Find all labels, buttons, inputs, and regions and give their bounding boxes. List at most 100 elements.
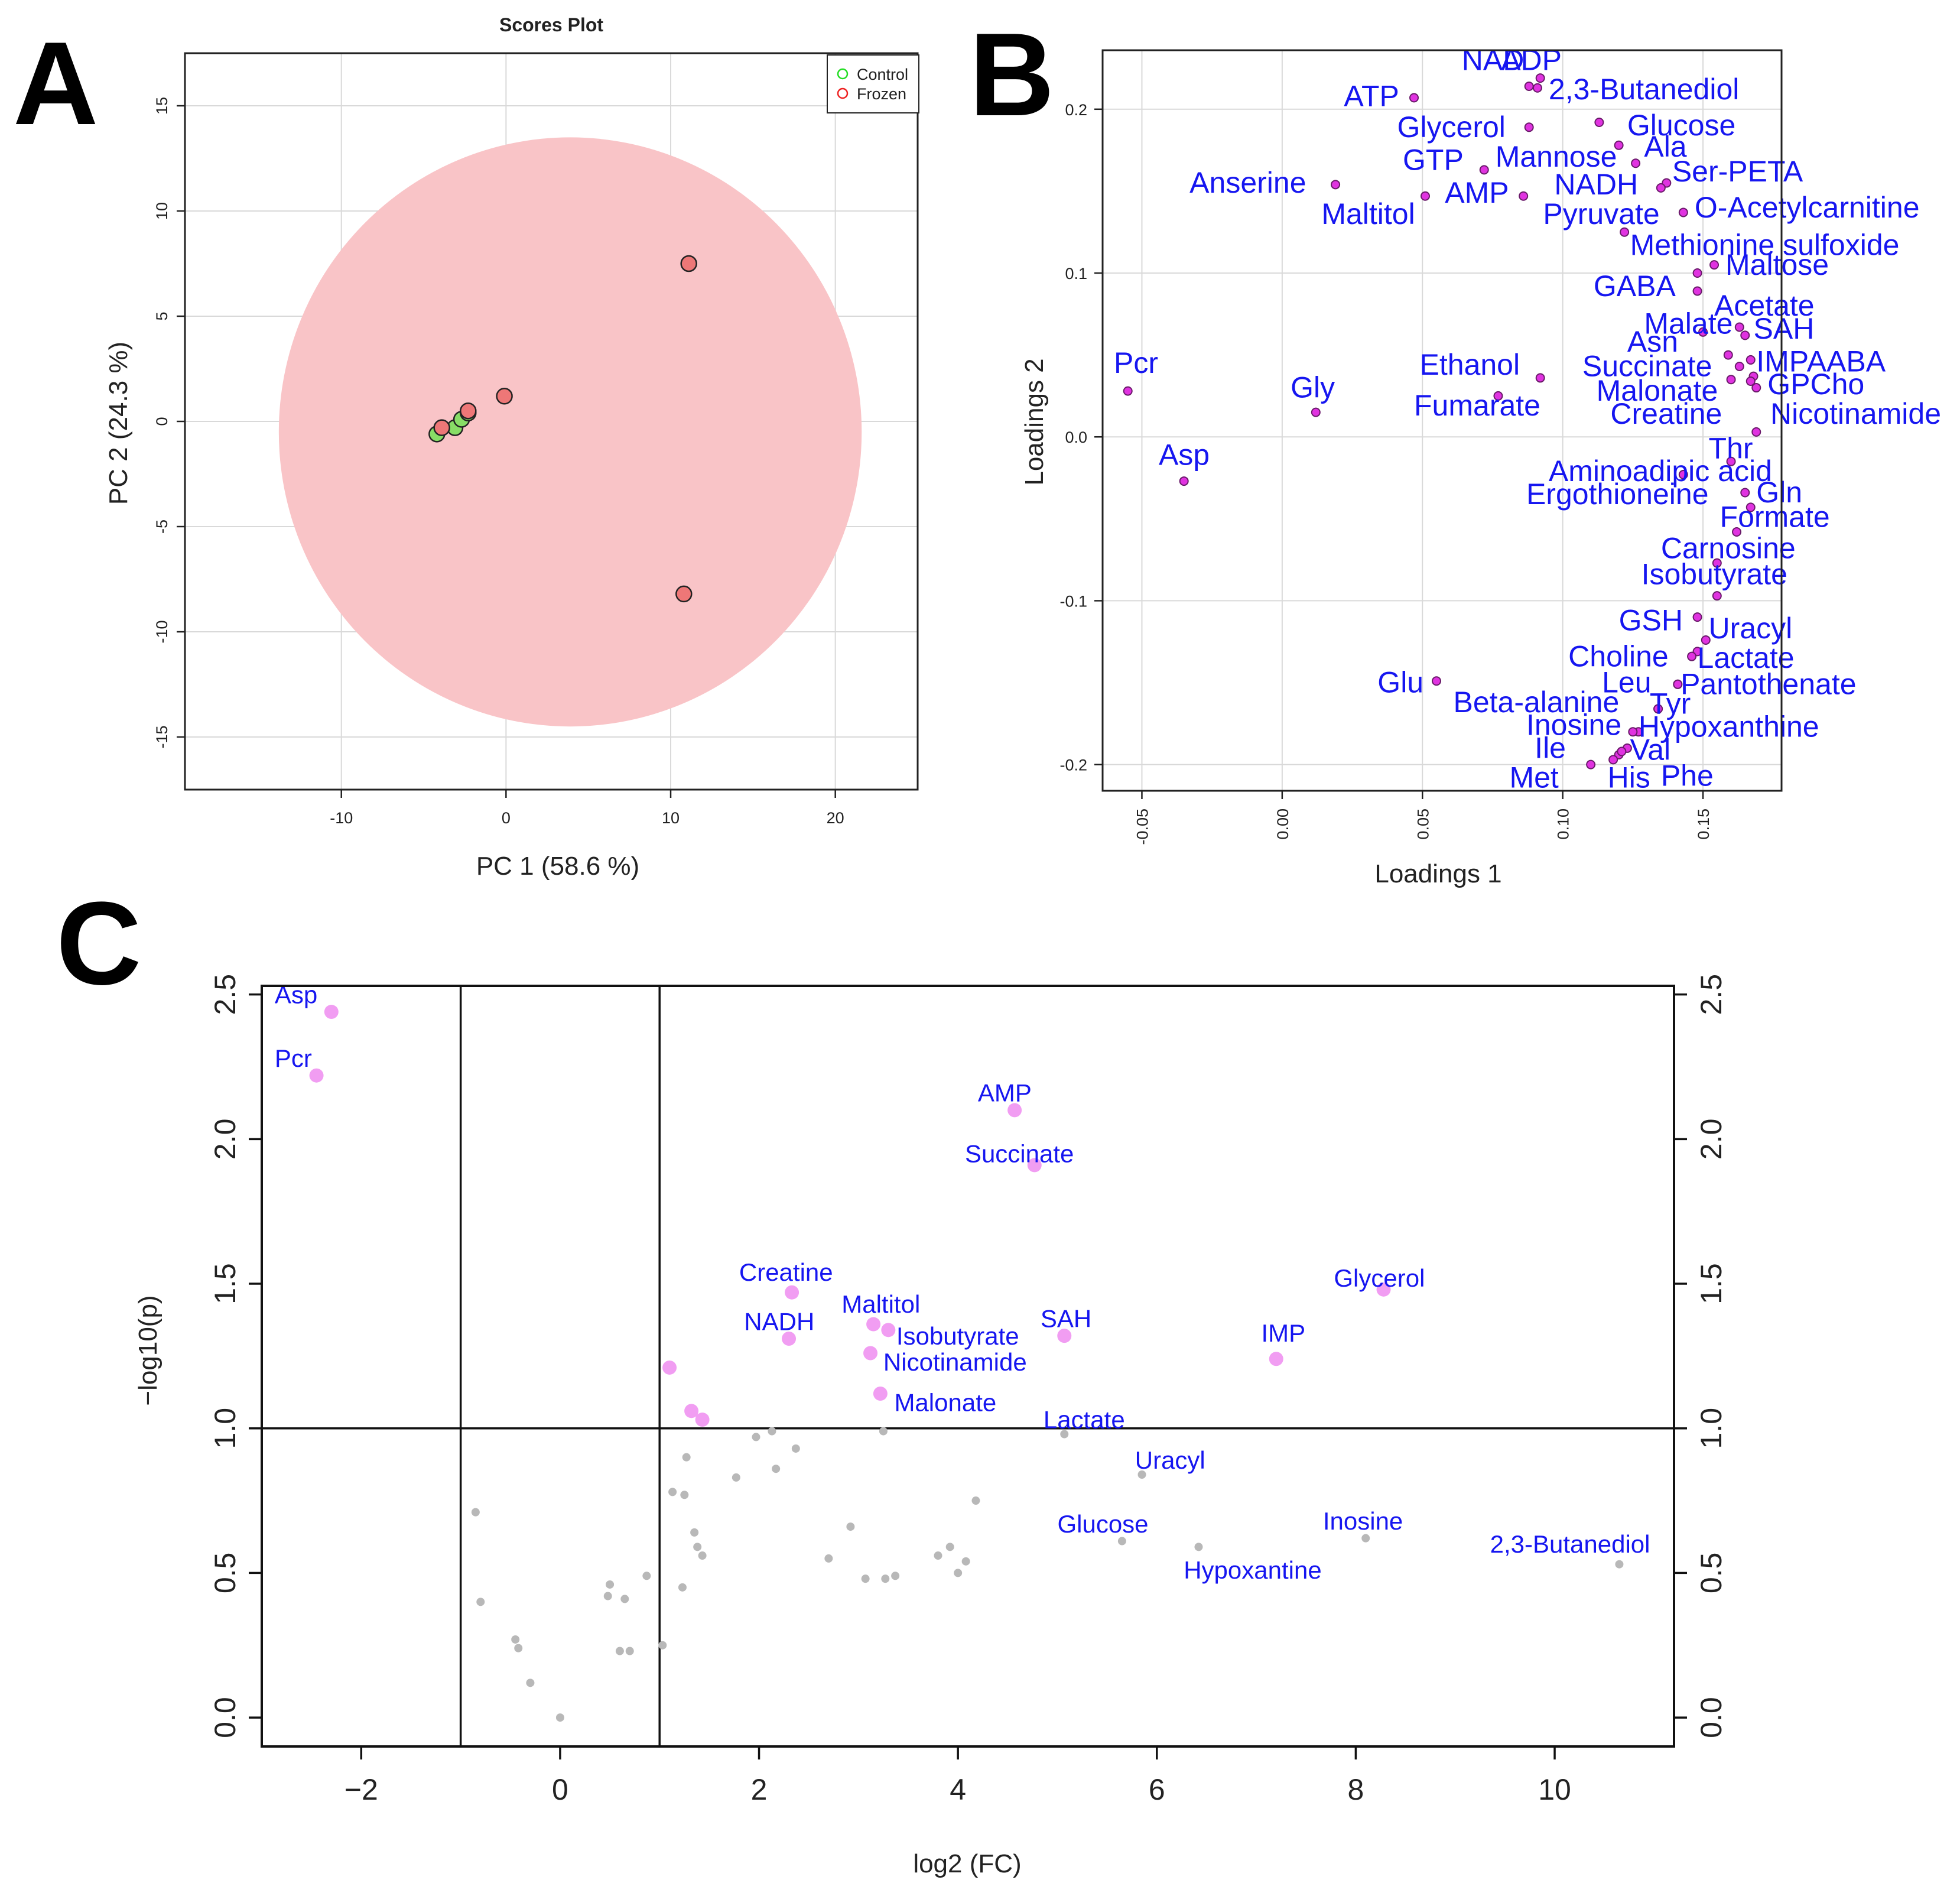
y-tick-label-left: 2.0: [209, 1119, 242, 1160]
loading-label-o-acetylcarnitine: O-Acetylcarnitine: [1695, 191, 1920, 224]
loading-point-nad: [1525, 82, 1533, 90]
nonsignificant-point: [678, 1583, 687, 1592]
nonsignificant-point: [514, 1644, 522, 1652]
nonsignificant-point: [891, 1572, 899, 1580]
loading-point-2-3-butanediol: [1533, 84, 1542, 92]
x-tick-label: 0.05: [1414, 809, 1432, 840]
loading-label-phe: Phe: [1661, 759, 1714, 793]
nonsignificant-point: [934, 1551, 942, 1560]
loading-point-anserine: [1331, 180, 1340, 189]
loading-point-atp: [1410, 93, 1418, 102]
x-tick-label: 4: [950, 1773, 966, 1806]
y-tick-label: -5: [153, 520, 171, 534]
x-tick-label: −2: [344, 1773, 378, 1806]
nonsignificant-point: [472, 1508, 480, 1517]
y-tick-label-right: 1.5: [1695, 1263, 1728, 1304]
loading-point-glu: [1432, 677, 1441, 685]
nonsignificant-point: [1361, 1534, 1370, 1543]
y-tick-label: 0.0: [1065, 428, 1087, 446]
significant-point: [324, 1005, 339, 1019]
loading-point-gly: [1312, 408, 1320, 417]
volcano-label-glucose: Glucose: [1057, 1510, 1148, 1538]
nonsignificant-point: [971, 1496, 980, 1505]
x-tick-label: 0.00: [1274, 809, 1292, 840]
volcano-label-isobutyrate: Isobutyrate: [896, 1322, 1019, 1350]
nonsignificant-point: [616, 1647, 624, 1655]
figure: A B C -10 0 10 20 -15-10-5051015 Scores Plo…: [0, 0, 1960, 1896]
loading-point-met: [1587, 761, 1595, 769]
y-tick-label: 5: [153, 311, 171, 320]
loading-point-imp: [1747, 356, 1755, 364]
loading-label-his: His: [1608, 761, 1650, 794]
significant-point: [695, 1413, 710, 1427]
nonsignificant-point: [476, 1598, 485, 1606]
y-tick-label: 0.2: [1065, 101, 1087, 119]
loading-label-creatine: Creatine: [1610, 397, 1722, 430]
nonsignificant-point: [698, 1551, 707, 1560]
nonsignificant-point: [642, 1572, 651, 1580]
loading-label-ile: Ile: [1535, 732, 1566, 765]
volcano-label-succinate: Succinate: [965, 1140, 1074, 1168]
nonsignificant-point: [556, 1713, 564, 1722]
loading-label-nicotinamide: Nicotinamide: [1770, 397, 1941, 430]
loading-label-sah: SAH: [1754, 312, 1815, 345]
loading-label-ethanol: Ethanol: [1420, 348, 1520, 381]
loading-label-gsh: GSH: [1619, 603, 1683, 637]
nonsignificant-point: [824, 1554, 833, 1563]
frozen-confidence-ellipse: [279, 137, 862, 726]
x-tick-label: 0.15: [1695, 809, 1712, 840]
x-tick-label: 2: [751, 1773, 768, 1806]
loading-point-nadh: [1657, 184, 1665, 192]
loading-point-asn: [1724, 351, 1733, 359]
score-point-frozen: [434, 420, 450, 436]
loading-label-ser-peta: Ser-PETA: [1672, 155, 1803, 188]
panel-letter-b: B: [969, 9, 1054, 141]
loading-point-acetate: [1735, 323, 1744, 331]
loading-point-maltitol: [1421, 192, 1429, 200]
volcano-label-uracyl: Uracyl: [1135, 1446, 1205, 1474]
nonsignificant-point: [752, 1433, 760, 1441]
nonsignificant-point: [946, 1543, 954, 1551]
loading-label-formate: Formate: [1720, 501, 1830, 534]
y-tick-label-right: 1.0: [1695, 1408, 1728, 1449]
nonsignificant-point: [768, 1427, 776, 1436]
loading-point-gtp: [1480, 165, 1488, 174]
panel-letter-a: A: [13, 18, 98, 150]
nonsignificant-point: [732, 1473, 740, 1482]
volcano-label-glycerol: Glycerol: [1334, 1264, 1425, 1292]
loading-label-ergothioneine: Ergothioneine: [1526, 478, 1709, 511]
loading-label-gly: Gly: [1291, 371, 1335, 404]
panel-letter-c: C: [56, 878, 141, 1009]
y-tick-label-right: 2.5: [1695, 974, 1728, 1015]
x-tick-label: 10: [1538, 1773, 1571, 1806]
significant-point: [1269, 1352, 1283, 1366]
y-tick-label-left: 2.5: [209, 974, 242, 1015]
score-point-frozen: [681, 256, 697, 271]
y-tick-label-right: 0.0: [1695, 1697, 1728, 1738]
loading-point-maltose: [1694, 269, 1702, 277]
y-tick-label-left: 1.0: [209, 1408, 242, 1449]
volcano-label-sah: SAH: [1041, 1304, 1091, 1332]
loading-point-sah: [1741, 331, 1749, 339]
loading-point-ethanol: [1536, 374, 1545, 382]
loading-point-creatine: [1747, 377, 1755, 385]
y-tick-label: 15: [153, 97, 171, 115]
volcano-label-nadh: NADH: [744, 1307, 814, 1335]
volcano-label-maltitol: Maltitol: [841, 1290, 920, 1318]
y-tick-label-left: 1.5: [209, 1263, 242, 1304]
volcano-label-2-3-butanediol: 2,3-Butanediol: [1490, 1530, 1650, 1558]
loading-point-o-acetylcarnitine: [1679, 208, 1688, 216]
nonsignificant-point: [1194, 1543, 1202, 1551]
nonsignificant-point: [626, 1647, 634, 1655]
loading-label-adp: ADP: [1501, 43, 1562, 76]
loading-label-isobutyrate: Isobutyrate: [1642, 558, 1787, 591]
scores-y-axis-label: PC 2 (24.3 %): [104, 342, 133, 505]
loading-point-gsh: [1694, 613, 1702, 621]
nonsignificant-point: [682, 1453, 691, 1462]
nonsignificant-point: [511, 1635, 519, 1644]
loading-label-pantothenate: Pantothenate: [1681, 667, 1857, 700]
loading-label-glu: Glu: [1377, 666, 1423, 699]
x-tick-label: 10: [662, 809, 680, 827]
volcano-label-hypoxantine: Hypoxantine: [1184, 1556, 1321, 1584]
x-tick-label: 0: [552, 1773, 568, 1806]
